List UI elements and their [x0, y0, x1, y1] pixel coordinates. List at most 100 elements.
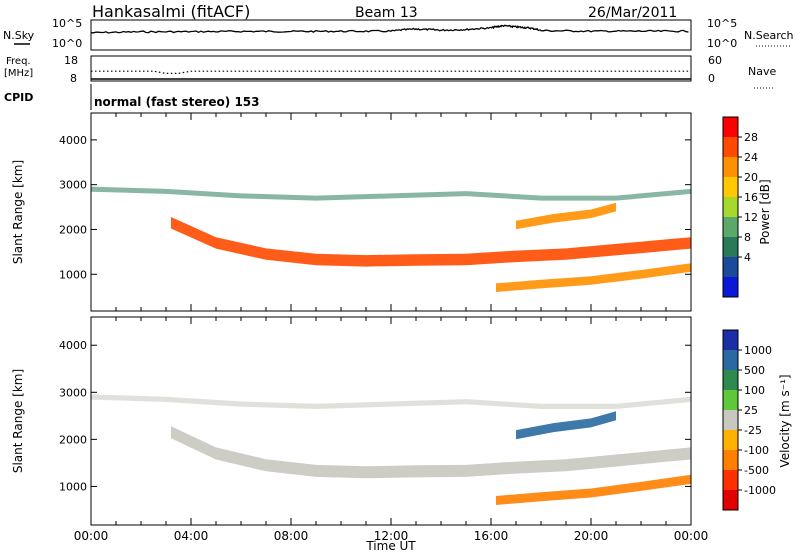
ytick-label: 2000 [59, 223, 87, 236]
colorbar-tick-label: -100 [744, 444, 769, 457]
cpid-panel: CPID normal (fast stereo) 153 [4, 84, 260, 110]
xtick-label: 08:00 [274, 529, 309, 543]
colorbar-tick-label: 24 [744, 151, 758, 164]
power-heatmap-data [91, 186, 691, 292]
xtick-label: 04:00 [174, 529, 209, 543]
velocity-xaxis-ticks [90, 317, 692, 525]
data-band [91, 186, 691, 201]
colorbar-tick-label: 12 [744, 211, 758, 224]
freq-label-line2: [MHz] [4, 68, 33, 79]
colorbar-tick-label: 16 [744, 191, 758, 204]
colorbar-segment [723, 370, 738, 391]
cpid-value: normal (fast stereo) 153 [94, 95, 260, 109]
colorbar-segment [723, 450, 738, 471]
power-colorbar-label: Power [dB] [758, 179, 772, 244]
xtick-label: 20:00 [574, 529, 609, 543]
data-band [496, 474, 691, 505]
nave-tick-bottom: 0 [708, 72, 715, 85]
data-band [516, 202, 616, 230]
power-yaxis: 4000 3000 2000 1000 [59, 134, 691, 281]
colorbar-segment [723, 177, 738, 198]
ytick-label: 3000 [59, 179, 87, 192]
power-ylabel: Slant Range [km] [11, 160, 25, 264]
freq-label-line1: Freq. [6, 56, 31, 67]
power-xaxis-ticks [90, 113, 692, 311]
ytick-label: 4000 [59, 134, 87, 147]
power-colorbar: 28 24 20 16 12 8 4 [722, 116, 758, 298]
noise-panel-frame [90, 19, 692, 51]
colorbar-tick-label: 4 [744, 251, 751, 264]
colorbar-segment [723, 157, 738, 178]
power-panel: 4000 3000 2000 1000 Slant Range [km] 28 24 20… [11, 112, 772, 312]
xtick-label: 12:00 [374, 529, 409, 543]
colorbar-tick-label: 20 [744, 171, 758, 184]
ytick-label: 1000 [59, 480, 87, 493]
colorbar-frame [722, 329, 739, 511]
freq-series-line [91, 70, 691, 74]
colorbar-segment [723, 257, 738, 278]
xtick-label: 16:00 [474, 529, 509, 543]
data-band [171, 217, 691, 267]
noise-panel: N.Sky 10^5 10^0 10^5 10^0 N.Search [3, 17, 794, 51]
colorbar-tick-label: 1000 [744, 344, 772, 357]
station-title: Hankasalmi (fitACF) [92, 2, 250, 21]
freq-tick-bottom: 8 [70, 72, 77, 85]
data-band [496, 263, 691, 292]
time-axis-labels: 00:00 04:00 08:00 12:00 16:00 20:00 00:00 [74, 529, 709, 543]
colorbar-tick-label: 25 [744, 404, 758, 417]
colorbar-tick-label: -1000 [744, 484, 776, 497]
colorbar-segment [723, 410, 738, 431]
colorbar-segment [723, 330, 738, 351]
ytick-label: 3000 [59, 386, 87, 399]
colorbar-tick-label: -500 [744, 464, 769, 477]
freq-panel-frame [90, 55, 692, 82]
colorbar-tick-label: -25 [744, 424, 762, 437]
velocity-panel: 4000 3000 2000 1000 Slant Range [km] 1000 50… [11, 316, 792, 526]
ytick-label: 1000 [59, 268, 87, 281]
colorbar-segment [723, 277, 738, 298]
velocity-heatmap-data [91, 394, 691, 505]
time-axis-title: Time UT [365, 539, 416, 553]
nsky-tick-bottom: 10^0 [52, 37, 82, 50]
nsky-tick-top: 10^5 [52, 17, 82, 30]
xtick-label: 00:00 [74, 529, 109, 543]
colorbar-segment [723, 137, 738, 158]
colorbar-segment [723, 350, 738, 371]
colorbar-tick-label: 100 [744, 384, 765, 397]
velocity-ylabel: Slant Range [km] [11, 369, 25, 473]
colorbar-segment [723, 390, 738, 411]
beam-title: Beam 13 [355, 5, 418, 21]
nave-tick-top: 60 [708, 54, 722, 67]
colorbar-frame [722, 116, 739, 298]
data-band [516, 411, 616, 440]
data-band [91, 394, 691, 409]
nsearch-tick-bottom: 10^0 [707, 37, 737, 50]
data-band [171, 426, 691, 479]
velocity-colorbar-label: Velocity [m s⁻¹] [778, 374, 792, 467]
nsky-label: N.Sky [3, 29, 35, 42]
date-title: 26/Mar/2011 [588, 5, 677, 21]
nave-label: Nave [748, 65, 776, 78]
colorbar-tick-label: 28 [744, 131, 758, 144]
colorbar-segment [723, 217, 738, 238]
nsearch-tick-top: 10^5 [707, 17, 737, 30]
colorbar-tick-label: 500 [744, 364, 765, 377]
colorbar-segment [723, 430, 738, 451]
nsky-series-line [91, 24, 689, 34]
cpid-label: CPID [4, 91, 33, 104]
colorbar-segment [723, 470, 738, 491]
ytick-label: 4000 [59, 339, 87, 352]
colorbar-segment [723, 197, 738, 218]
velocity-colorbar: 1000 500 100 25 -25 -100 -500 -1000 [722, 329, 776, 511]
colorbar-tick-label: 8 [744, 231, 751, 244]
colorbar-segment [723, 237, 738, 258]
colorbar-segment [723, 117, 738, 138]
freq-panel: Freq. [MHz] 18 8 60 0 Nave [4, 54, 776, 89]
velocity-yaxis: 4000 3000 2000 1000 [59, 339, 691, 493]
xtick-label: 00:00 [674, 529, 709, 543]
freq-tick-top: 18 [64, 54, 78, 67]
ytick-label: 2000 [59, 433, 87, 446]
colorbar-segment [723, 490, 738, 511]
